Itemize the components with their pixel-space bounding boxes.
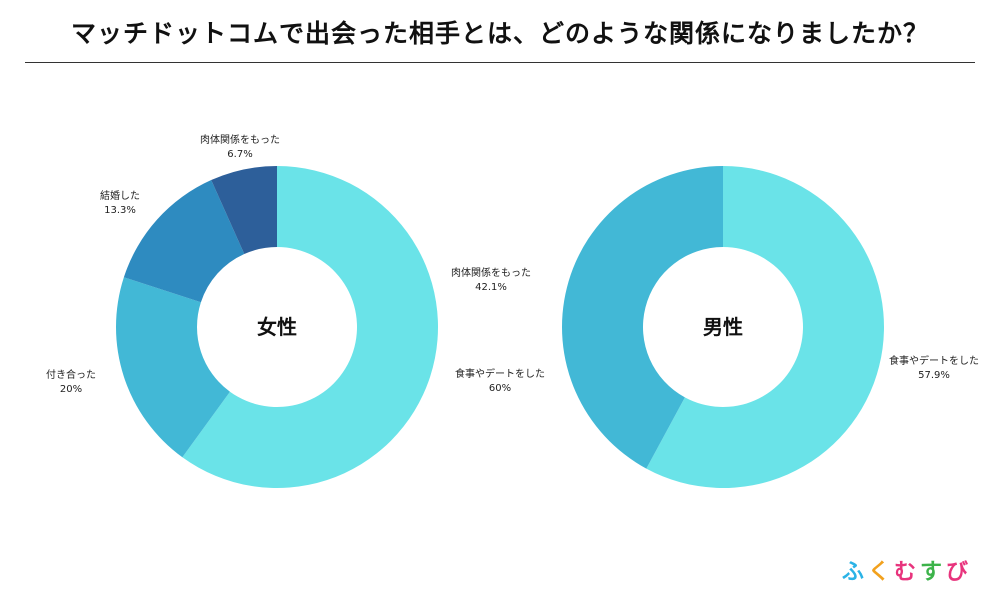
fukumusubi-logo: ふくむすび <box>842 554 972 586</box>
logo-char: ふ <box>841 560 868 585</box>
donut-slice <box>211 166 277 254</box>
slice-category: 付き合った <box>46 368 96 381</box>
donut-slice <box>561 166 723 469</box>
title-divider <box>25 62 975 63</box>
donut-slice <box>182 166 438 488</box>
donut-slice <box>123 180 245 303</box>
slice-label: 付き合った 20% <box>46 368 96 395</box>
chart-title: マッチドットコムで出会った相手とは、どのような関係になりましたか？ <box>70 19 929 48</box>
slice-value: 13.3% <box>104 205 136 216</box>
logo-char: く <box>867 560 894 585</box>
slice-category: 肉体関係をもった <box>451 266 531 279</box>
logo-char: び <box>945 560 972 585</box>
donut-slice <box>646 166 884 488</box>
slice-category: 結婚した <box>100 189 140 202</box>
slice-category: 肉体関係をもった <box>200 133 280 146</box>
slice-value: 42.1% <box>475 282 507 293</box>
slice-label: 肉体関係をもった 42.1% <box>451 266 531 293</box>
slice-value: 60% <box>489 383 511 394</box>
slice-value: 57.9% <box>918 370 950 381</box>
logo-char: む <box>893 560 920 585</box>
slice-value: 6.7% <box>227 149 252 160</box>
slice-label: 結婚した 13.3% <box>100 189 140 216</box>
donut-center-label: 女性 <box>257 315 297 339</box>
logo-char: す <box>919 560 946 585</box>
donut-center-label: 男性 <box>703 315 743 339</box>
donut-chart-female: 食事やデートをした 60% 付き合った 20% 結婚した 13.3% 肉体関係をもった 6.7… <box>46 133 545 488</box>
slice-label: 肉体関係をもった 6.7% <box>200 133 280 160</box>
slice-label: 食事やデートをした 60% <box>455 367 545 394</box>
slice-category: 食事やデートをした <box>889 354 979 367</box>
slice-label: 食事やデートをした 57.9% <box>889 354 979 381</box>
donut-chart-male: 食事やデートをした 57.9% 肉体関係をもった 42.1% 男性 <box>451 166 979 488</box>
donut-slice <box>115 277 230 458</box>
slice-value: 20% <box>60 384 82 395</box>
slice-category: 食事やデートをした <box>455 367 545 380</box>
